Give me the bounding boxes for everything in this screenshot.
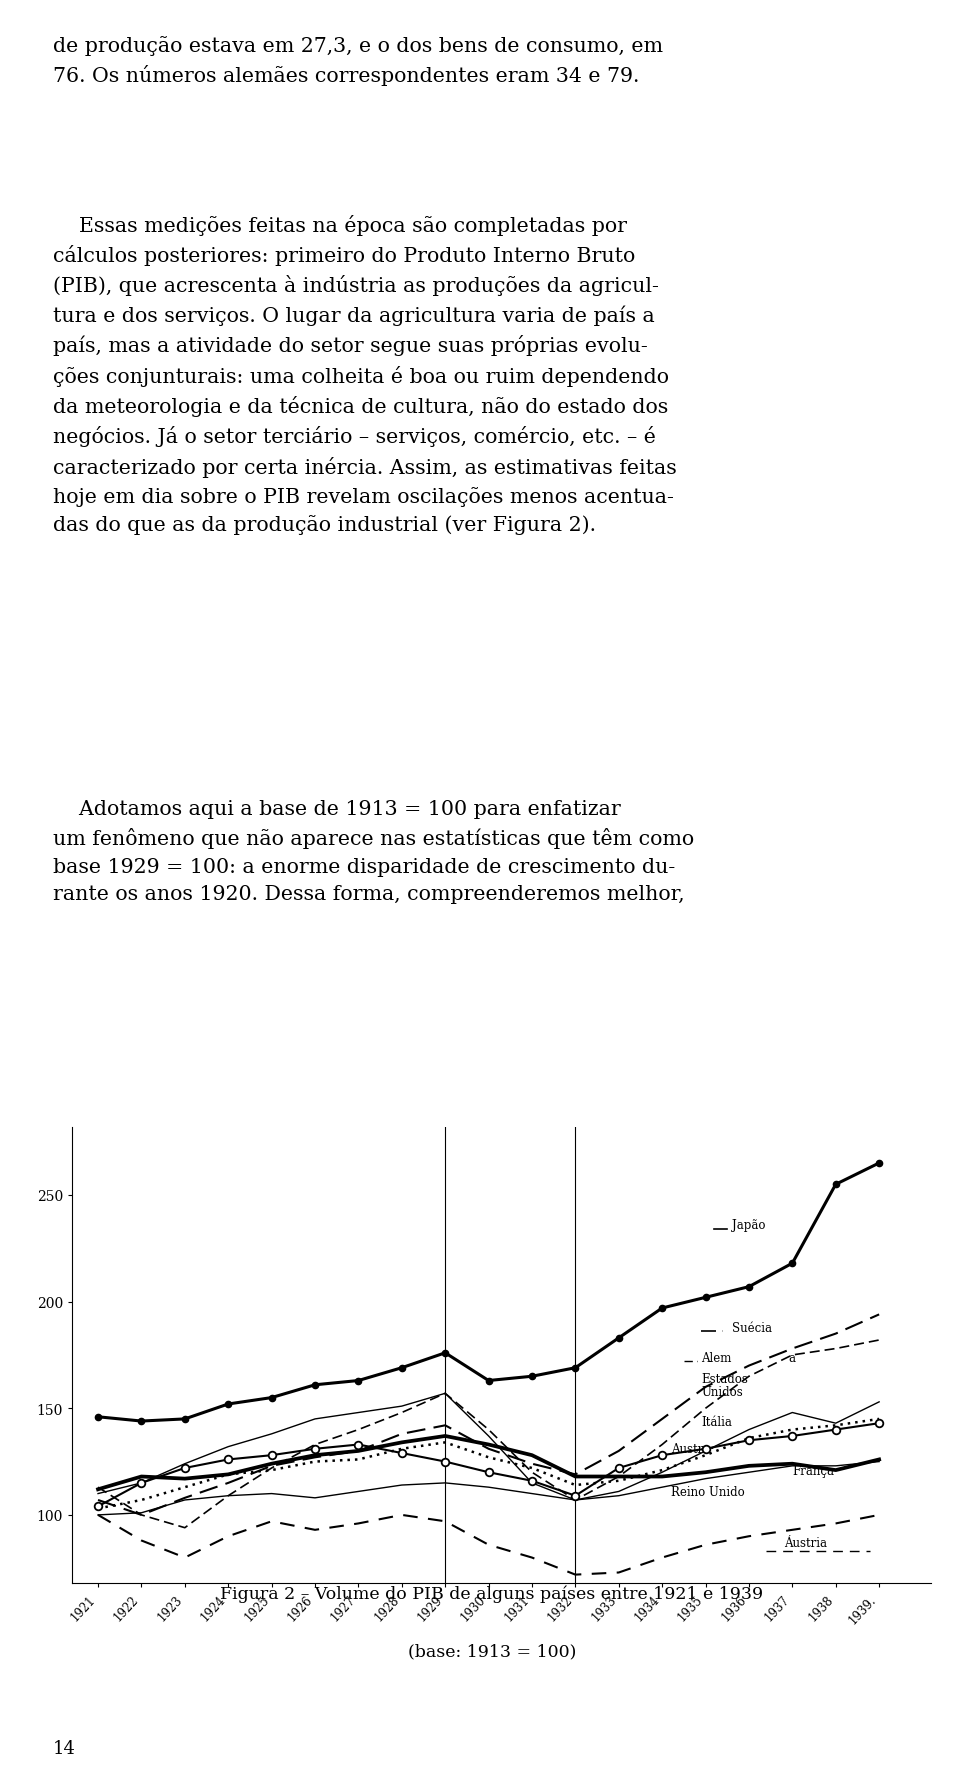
Text: Áustria: Áustria <box>783 1537 827 1549</box>
Text: França: França <box>792 1463 834 1476</box>
Text: Alem: Alem <box>701 1351 732 1363</box>
Text: Essas medições feitas na época são completadas por
cálculos posteriores: primeir: Essas medições feitas na época são compl… <box>53 215 677 535</box>
Text: Figura 2 – Volume do PIB de alguns países entre 1921 e 1939: Figura 2 – Volume do PIB de alguns paíse… <box>221 1585 763 1603</box>
Text: 14: 14 <box>53 1739 76 1757</box>
Text: Unidos: Unidos <box>701 1385 743 1397</box>
Text: Reino Unido: Reino Unido <box>671 1485 745 1497</box>
Text: (base: 1913 = 100): (base: 1913 = 100) <box>408 1642 576 1660</box>
Text: Adotamos aqui a base de 1913 = 100 para enfatizar
um fenômeno que não aparece na: Adotamos aqui a base de 1913 = 100 para … <box>53 800 694 903</box>
Text: Itália: Itália <box>701 1415 732 1428</box>
Text: Estados: Estados <box>701 1372 748 1385</box>
Text: Suécia: Suécia <box>732 1320 772 1335</box>
Text: a: a <box>788 1351 795 1363</box>
Text: Japão: Japão <box>732 1218 765 1231</box>
Text: de produção estava em 27,3, e o dos bens de consumo, em
76. Os números alemães c: de produção estava em 27,3, e o dos bens… <box>53 36 662 86</box>
Text: Austr···: Austr··· <box>671 1442 714 1456</box>
